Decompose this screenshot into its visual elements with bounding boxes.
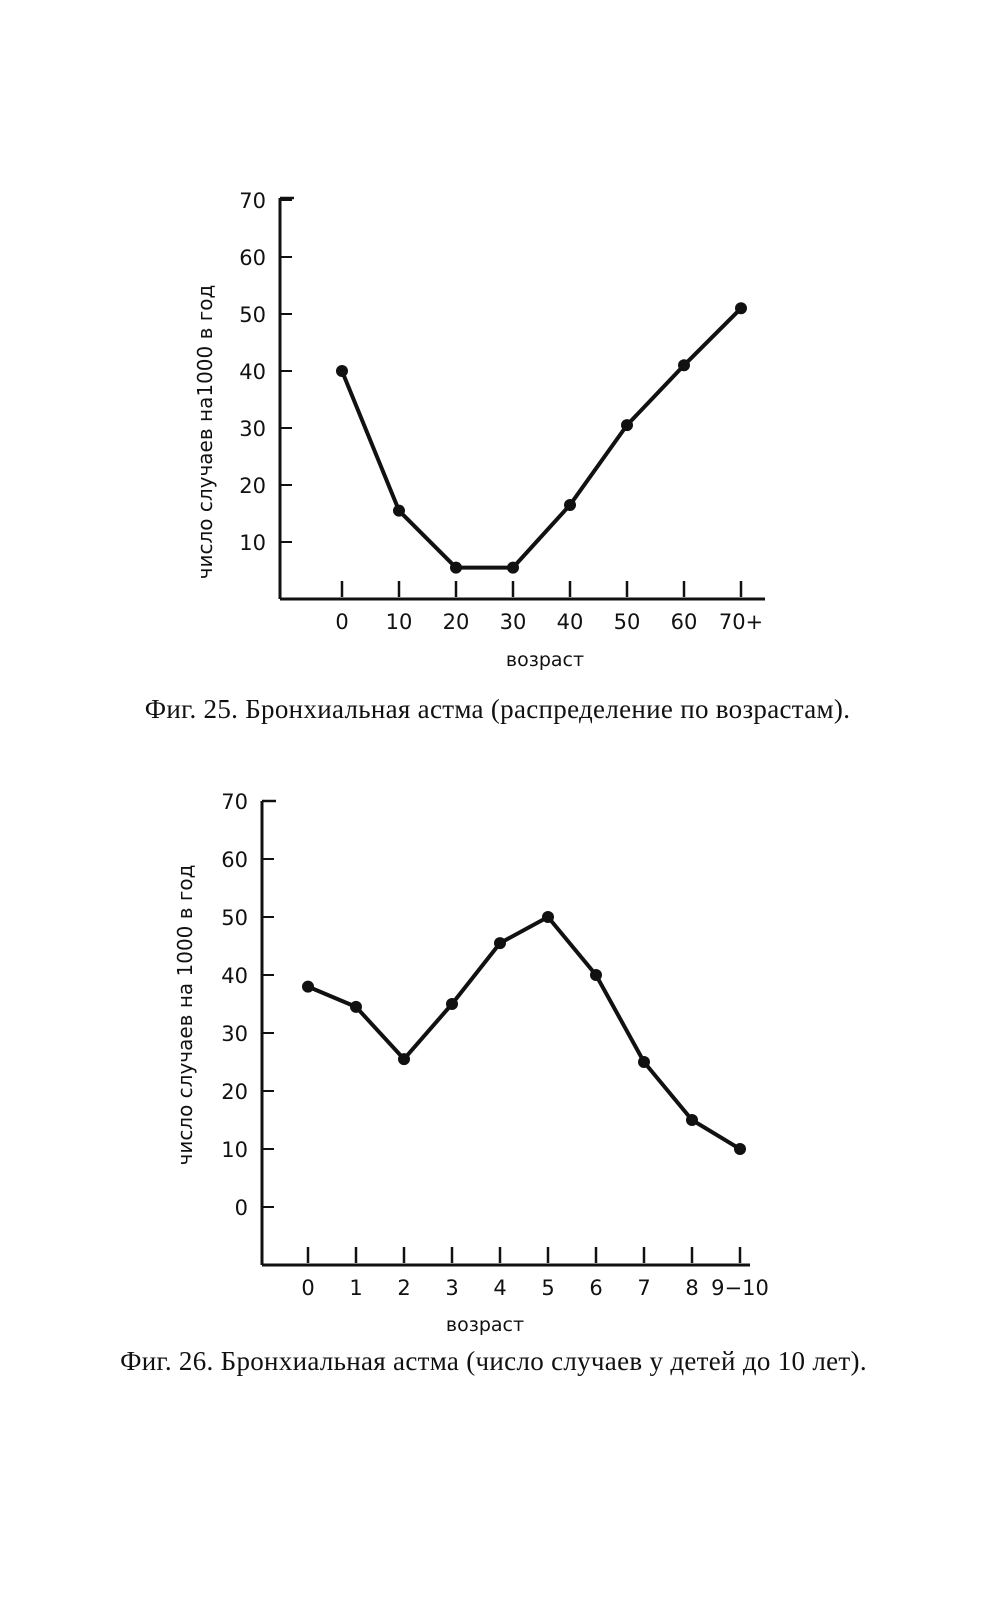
y-tick-label: 50 (221, 906, 248, 930)
x-axis-label: возраст (506, 649, 584, 671)
data-point (507, 561, 519, 574)
data-point (678, 359, 690, 372)
y-tick-label: 30 (221, 1022, 248, 1046)
data-point (638, 1056, 650, 1068)
y-tick-label: 60 (239, 246, 266, 270)
x-tick-label: 5 (541, 1276, 554, 1300)
data-point (350, 1000, 362, 1013)
chart-fig26: 0 10 20 30 40 50 60 70 0 1 2 3 4 5 6 7 8 9−10 возраст число… (173, 790, 769, 1336)
x-axis-label: возраст (446, 1314, 524, 1336)
data-point (302, 980, 314, 993)
x-tick-label: 9−10 (711, 1276, 769, 1300)
y-tick-label: 10 (239, 531, 266, 555)
x-tick-label: 3 (445, 1276, 458, 1300)
x-tick-label: 30 (500, 610, 527, 634)
data-point (734, 1143, 746, 1155)
data-point (450, 561, 462, 574)
caption-fig26: Фиг. 26. Бронхиальная астма (число случа… (120, 1346, 867, 1376)
x-tick-label: 0 (301, 1276, 314, 1300)
x-tick-label: 50 (614, 610, 641, 634)
y-tick-label: 50 (239, 303, 266, 327)
data-point (393, 504, 405, 517)
y-tick-label: 70 (221, 790, 248, 814)
data-line (340, 306, 743, 570)
y-tick-label: 70 (239, 189, 266, 213)
caption-fig25: Фиг. 25. Бронхиальная астма (распределен… (144, 694, 851, 724)
x-tick-label: 2 (397, 1276, 410, 1300)
x-tick-label: 8 (685, 1276, 698, 1300)
data-point (621, 419, 633, 432)
x-tick-label: 7 (637, 1276, 650, 1300)
data-point (564, 498, 576, 511)
y-axis-label: число случаев на1000 в год (193, 285, 217, 580)
x-tick-label: 0 (335, 610, 348, 634)
x-tick-label: 40 (557, 610, 584, 634)
x-tick-label: 1 (349, 1276, 362, 1300)
x-tick-label: 20 (443, 610, 470, 634)
y-tick-label: 0 (235, 1196, 248, 1220)
chart-fig25: 10 20 30 40 50 60 70 0 10 20 30 40 50 60 70+ возраст чис… (193, 189, 765, 671)
y-tick-label: 30 (239, 417, 266, 441)
y-tick-label: 20 (239, 474, 266, 498)
y-tick-label: 60 (221, 848, 248, 872)
x-tick-label: 60 (671, 610, 698, 634)
data-point (494, 937, 506, 950)
y-tick-label: 10 (221, 1138, 248, 1162)
data-point (590, 969, 602, 981)
y-axis-label: число случаев на 1000 в год (173, 865, 197, 1166)
data-point (398, 1053, 410, 1066)
data-point (735, 302, 747, 315)
y-tick-label: 40 (221, 964, 248, 988)
data-point (542, 911, 554, 923)
data-point (336, 365, 348, 377)
y-tick-label: 20 (221, 1080, 248, 1104)
data-line (307, 915, 742, 1151)
data-point (686, 1114, 698, 1126)
data-point (446, 998, 458, 1010)
x-tick-label: 10 (386, 610, 413, 634)
x-tick-label: 70+ (719, 610, 763, 634)
x-tick-label: 6 (589, 1276, 602, 1300)
x-tick-label: 4 (493, 1276, 506, 1300)
y-tick-label: 40 (239, 360, 266, 384)
